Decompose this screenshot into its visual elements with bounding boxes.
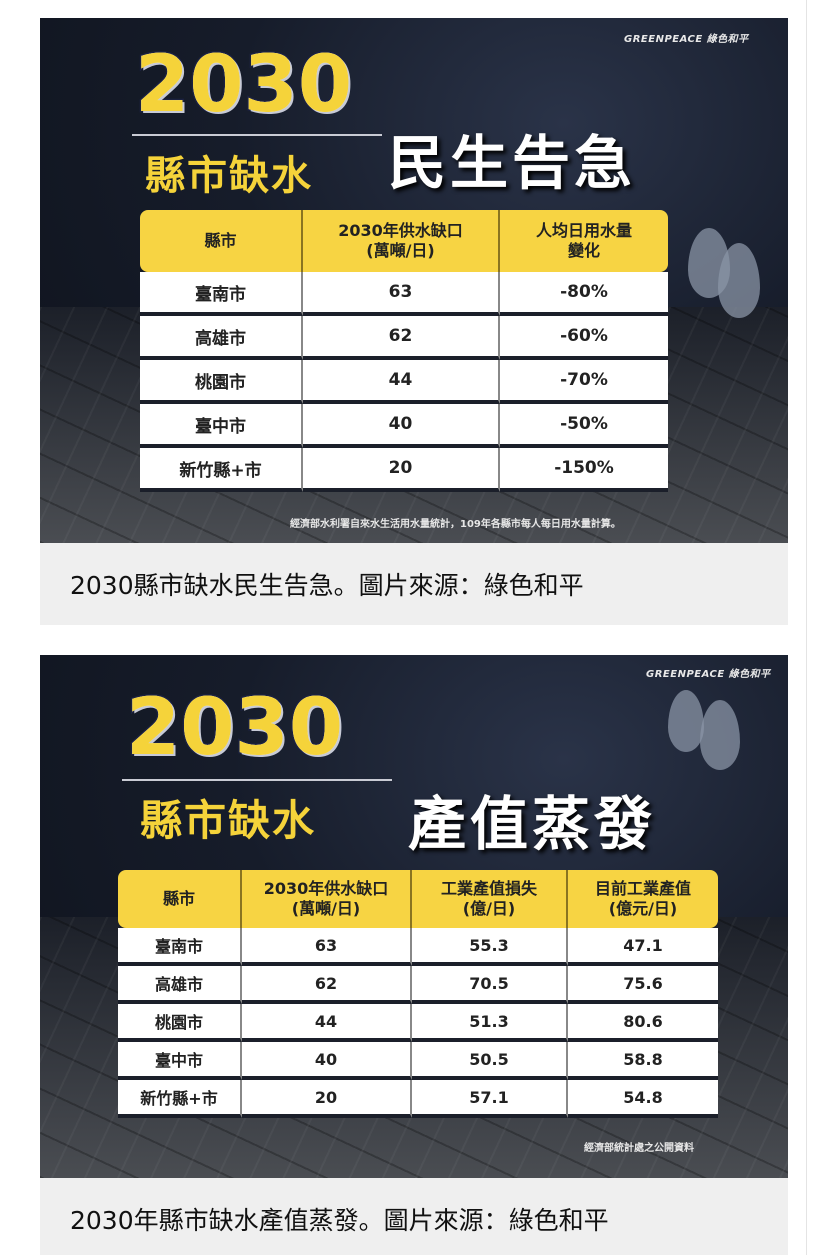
table-cell: 80.6 [568,1004,718,1042]
table-cell: 高雄市 [140,316,303,360]
table-cell: 54.8 [568,1080,718,1118]
data-table: 縣市 2030年供水缺口 (萬噸/日) 工業產值損失 (億/日) 目前工業產值 … [118,870,718,1118]
table-row: 臺南市 63 -80% [140,272,668,316]
table-row: 新竹縣+市 20 -150% [140,448,668,492]
source-note: 經濟部統計處之公開資料 [584,1143,694,1154]
figure-2: GREENPEACE 綠色和平 2030 縣市缺水 產值蒸發 縣市 2030年供… [40,655,788,1255]
table-cell: 63 [242,928,412,966]
table-cell: 44 [303,360,500,404]
image-caption: 2030年縣市缺水產值蒸發。圖片來源：綠色和平 [70,1206,609,1235]
table-cell: -70% [500,360,668,404]
infographic-image: GREENPEACE 綠色和平 2030 縣市缺水 產值蒸發 縣市 2030年供… [40,655,788,1178]
image-caption: 2030縣市缺水民生告急。圖片來源：綠色和平 [70,571,584,600]
data-table: 縣市 2030年供水缺口 (萬噸/日) 人均日用水量 變化 臺南市 63 -80% 高… [140,210,668,492]
table-row: 桃園市 44 51.3 80.6 [118,1004,718,1042]
table-cell: 20 [303,448,500,492]
source-note: 經濟部水利署自來水生活用水量統計，109年各縣市每人每日用水量計算。 [290,519,621,530]
column-header: 工業產值損失 (億/日) [412,870,568,928]
table-cell: 40 [242,1042,412,1080]
greenpeace-logo: GREENPEACE 綠色和平 [624,34,749,45]
table-cell: 47.1 [568,928,718,966]
table-cell: -80% [500,272,668,316]
table-cell: 58.8 [568,1042,718,1080]
column-header: 人均日用水量 變化 [500,210,668,272]
table-row: 臺中市 40 50.5 58.8 [118,1042,718,1080]
column-header: 2030年供水缺口 (萬噸/日) [242,870,412,928]
headline: 民生告急 [388,129,637,197]
table-cell: 20 [242,1080,412,1118]
infographic-image: GREENPEACE 綠色和平 2030 縣市缺水 民生告急 縣市 2030年供… [40,18,788,543]
table-cell: 50.5 [412,1042,568,1080]
subtitle: 縣市缺水 [145,153,313,199]
table-row: 臺南市 63 55.3 47.1 [118,928,718,966]
table-cell: -150% [500,448,668,492]
subtitle: 縣市缺水 [140,796,317,845]
column-header: 目前工業產值 (億元/日) [568,870,718,928]
table-cell: 臺中市 [118,1042,242,1080]
column-header: 縣市 [140,210,303,272]
table-cell: 臺南市 [140,272,303,316]
greenpeace-logo: GREENPEACE 綠色和平 [646,669,771,680]
table-cell: 70.5 [412,966,568,1004]
table-row: 高雄市 62 -60% [140,316,668,360]
table-cell: 臺南市 [118,928,242,966]
headline: 產值蒸發 [408,790,657,858]
column-header: 2030年供水缺口 (萬噸/日) [303,210,500,272]
table-cell: 55.3 [412,928,568,966]
column-header: 縣市 [118,870,242,928]
table-cell: 新竹縣+市 [140,448,303,492]
table-cell: 57.1 [412,1080,568,1118]
table-cell: 臺中市 [140,404,303,448]
divider [132,134,382,136]
water-drop-icon [718,243,760,318]
table-cell: 44 [242,1004,412,1042]
table-row: 桃園市 44 -70% [140,360,668,404]
table-cell: 高雄市 [118,966,242,1004]
table-cell: 51.3 [412,1004,568,1042]
scroll-edge [806,0,828,1255]
table-row: 新竹縣+市 20 57.1 54.8 [118,1080,718,1118]
water-drop-icon [700,700,740,770]
table-cell: 62 [242,966,412,1004]
table-cell: -60% [500,316,668,360]
divider [122,779,392,781]
table-cell: -50% [500,404,668,448]
table-cell: 桃園市 [140,360,303,404]
table-row: 高雄市 62 70.5 75.6 [118,966,718,1004]
figure-1: GREENPEACE 綠色和平 2030 縣市缺水 民生告急 縣市 2030年供… [40,18,788,625]
year-title: 2030 [133,39,353,132]
table-cell: 新竹縣+市 [118,1080,242,1118]
table-cell: 62 [303,316,500,360]
table-cell: 桃園市 [118,1004,242,1042]
table-cell: 75.6 [568,966,718,1004]
year-title: 2030 [124,682,344,775]
water-drop-icon [668,690,704,752]
table-cell: 40 [303,404,500,448]
table-cell: 63 [303,272,500,316]
table-row: 臺中市 40 -50% [140,404,668,448]
